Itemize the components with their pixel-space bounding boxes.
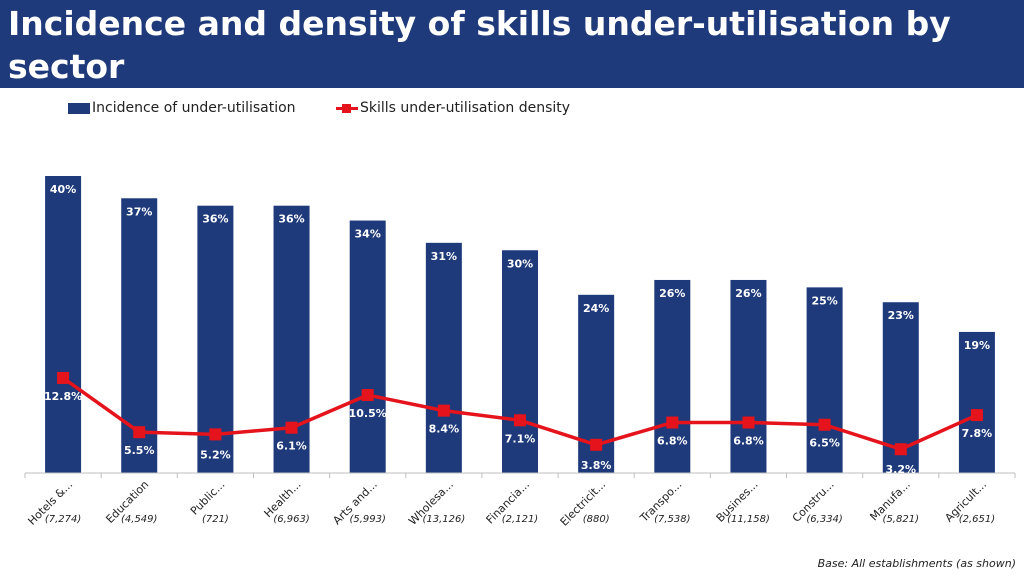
density-value-label: 7.8% — [962, 427, 993, 440]
base-count-label: (2,651) — [959, 514, 995, 525]
bar-value-label: 26% — [735, 287, 761, 300]
density-value-label: 3.8% — [581, 459, 612, 472]
bar-value-label: 30% — [507, 257, 533, 270]
density-value-label: 6.8% — [657, 435, 688, 448]
density-marker — [818, 418, 831, 431]
density-value-label: 6.1% — [276, 440, 307, 453]
bar-incidence — [425, 242, 462, 473]
density-marker — [514, 414, 526, 427]
density-marker — [437, 404, 450, 417]
base-count-label: (721) — [202, 514, 229, 525]
density-value-label: 6.5% — [809, 437, 840, 450]
base-count-label: (5,993) — [349, 514, 385, 525]
density-value-label: 5.5% — [124, 444, 155, 457]
legend-label-density: Skills under-utilisation density — [360, 100, 571, 116]
title-banner: Incidence and density of skills under-ut… — [0, 0, 1024, 88]
bar-value-label: 24% — [583, 302, 609, 315]
base-count-label: (880) — [583, 514, 610, 525]
density-marker — [285, 421, 298, 434]
chart-plot: 40% 37% 36% 36% 34% 31% 30% 24% 26% 26% 25% 23% 19% 1… — [24, 176, 1016, 529]
legend-item-density: Skills under-utilisation density — [336, 100, 570, 116]
legend-line-swatch — [336, 103, 358, 114]
base-count-label: (11,158) — [727, 514, 770, 525]
density-marker — [590, 438, 603, 451]
bar-value-label: 36% — [202, 213, 228, 226]
density-marker — [894, 443, 907, 456]
bar-incidence — [654, 279, 691, 473]
legend-item-incidence: Incidence of under-utilisation — [68, 100, 296, 116]
density-marker — [361, 389, 374, 402]
base-count-label: (4,549) — [121, 514, 157, 525]
page-title: Incidence and density of skills under-ut… — [8, 4, 951, 86]
density-value-label: 3.2% — [886, 463, 917, 476]
bar-value-label: 19% — [964, 339, 990, 352]
bar-value-label: 36% — [278, 213, 304, 226]
density-value-label: 12.8% — [44, 390, 82, 403]
density-marker — [970, 409, 983, 422]
bar-incidence — [349, 220, 386, 473]
base-count-label: (7,538) — [654, 514, 690, 525]
base-count-label: (7,274) — [45, 514, 81, 525]
density-value-label: 6.8% — [733, 435, 764, 448]
density-marker — [133, 426, 146, 439]
bar-incidence — [502, 250, 538, 473]
bar-value-label: 37% — [126, 205, 152, 218]
bar-value-label: 26% — [659, 287, 685, 300]
density-value-label: 8.4% — [429, 423, 460, 436]
bar-value-label: 25% — [811, 294, 837, 307]
base-count-label: (6,334) — [806, 514, 842, 525]
base-count-label: (13,126) — [422, 514, 465, 525]
base-count-label: (5,821) — [883, 514, 919, 525]
bar-incidence — [958, 331, 995, 473]
density-value-label: 5.2% — [200, 448, 231, 461]
density-marker — [209, 428, 222, 441]
category-label: Public... — [188, 478, 228, 518]
base-note: Base: All establishments (as shown) — [817, 557, 1016, 570]
legend-bar-swatch — [68, 102, 90, 114]
bar-incidence — [45, 176, 82, 473]
chart-legend: Incidence of under-utilisation Skills un… — [0, 100, 1024, 124]
legend-label-incidence: Incidence of under-utilisation — [92, 100, 296, 116]
bar-incidence — [730, 279, 767, 473]
bar-value-label: 31% — [431, 250, 457, 263]
density-marker — [666, 416, 679, 429]
bar-value-label: 34% — [355, 228, 381, 241]
bar-value-label: 23% — [888, 309, 914, 322]
bar-incidence — [806, 287, 843, 473]
bar-value-label: 40% — [50, 183, 76, 196]
density-value-label: 10.5% — [349, 407, 387, 420]
density-marker — [57, 371, 70, 384]
density-marker — [742, 416, 755, 429]
density-value-label: 7.1% — [505, 432, 536, 445]
base-count-label: (2,121) — [502, 514, 538, 525]
base-count-label: (6,963) — [273, 514, 309, 525]
